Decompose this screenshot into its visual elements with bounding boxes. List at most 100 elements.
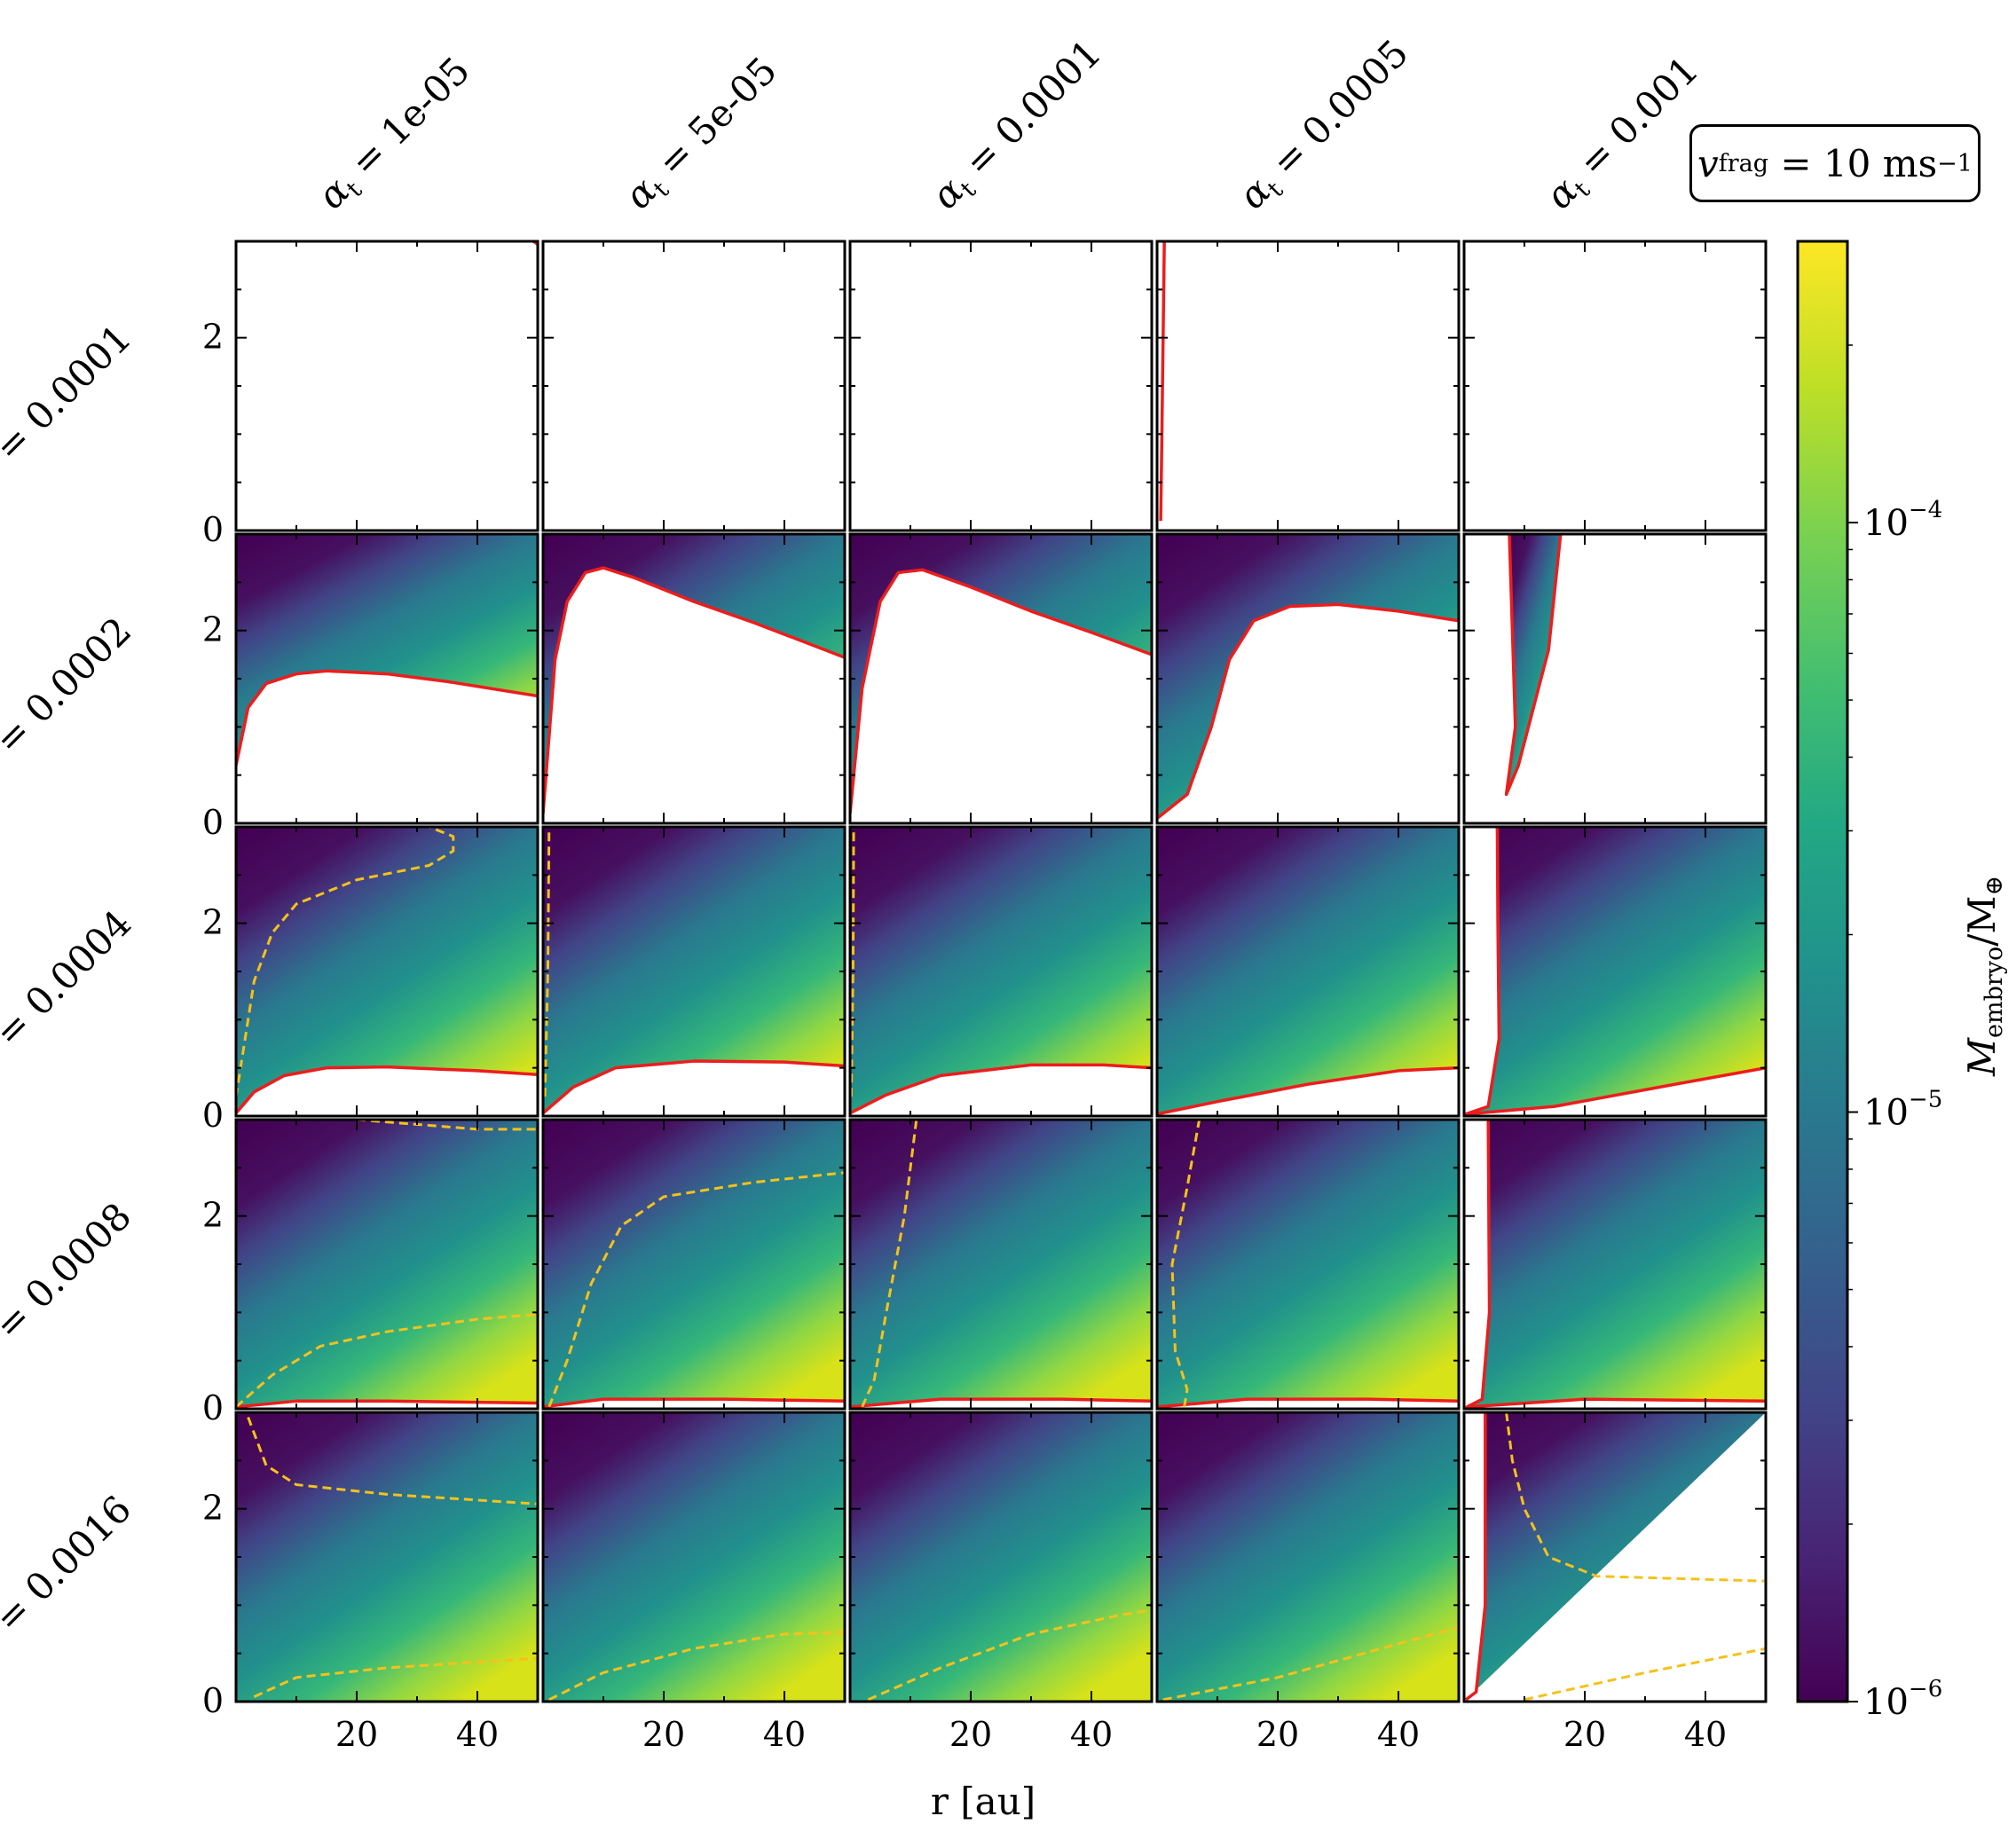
embryo-mass-field [236,1120,538,1407]
x-tick-label: 20 [1256,1715,1299,1754]
red-boundary-curve [1157,1065,1459,1116]
embryo-mass-field [850,827,1152,1113]
red-boundary-curve [850,568,1152,814]
colorbar-tick-label: 10−6 [1863,1676,1942,1723]
yellow-dashed-contour [236,827,455,1097]
panel-r3-c5 [1462,825,1768,1118]
colorbar-tick-label: 10−4 [1863,497,1942,544]
column-label-value: = 1e-05 [334,49,478,193]
vfrag-unit: ms [1882,141,1938,185]
row-label: = 0.0001 [0,316,139,469]
colorbar-label: Membryo/M⊕ [1960,876,2008,1077]
yellow-dashed-contour [547,1171,845,1408]
x-tick-label: 20 [1563,1715,1606,1754]
panel-r5-c2: 20 40 [541,1411,847,1754]
yellow-dashed-contour [247,1416,538,1506]
panel-r4-c1: 02 [202,1118,539,1427]
panel-r4-c3 [848,1118,1154,1411]
embryo-mass-field [850,534,1152,814]
y-tick-label: 0 [202,1681,224,1720]
column-label: αt = 0.0001 [923,31,1113,221]
red-boundary-curve [1504,534,1563,797]
yellow-dashed-contour [1170,1120,1201,1408]
panel-r1-c4 [1155,240,1461,532]
colorbar-scale [1796,240,1849,1703]
panel-r5-c4: 20 40 [1155,1411,1461,1754]
panel-r4-c5 [1462,1118,1768,1411]
x-tick-label: 40 [1684,1715,1727,1754]
vfrag-subscript: frag [1718,149,1769,177]
panel-r4-c2 [541,1118,847,1411]
column-label: αt = 0.001 [1537,48,1710,221]
row-label: = 0.0002 [0,609,139,762]
y-tick-label: 0 [202,510,224,549]
x-tick-label: 20 [949,1715,992,1754]
embryo-mass-field [543,1120,845,1407]
y-tick-label: 2 [202,1489,224,1528]
y-tick-label: 2 [202,318,224,357]
embryo-mass-field [1157,827,1459,1114]
red-boundary-curve [1464,827,1766,1116]
vfrag-symbol: v [1697,141,1719,185]
panel-background [543,241,845,531]
embryo-mass-field [850,1120,1152,1407]
column-label-value: = 0.0001 [948,31,1109,193]
embryo-mass-field [1506,534,1561,795]
embryo-mass-field [850,1412,1152,1702]
panel-background [1157,241,1459,531]
panel-r2-c1: 02 [202,532,539,842]
vfrag-label-box: v frag = 10 ms −1 [1689,124,1981,202]
y-tick-label: 2 [202,903,224,942]
column-label-value: = 5e-05 [641,49,785,193]
colorbar-tick-label: 10−5 [1863,1087,1942,1134]
column-label: αt = 1e-05 [309,49,481,221]
x-tick-label: 20 [642,1715,685,1754]
y-tick-label: 2 [202,610,224,649]
panel-r1-c5 [1462,240,1768,532]
yellow-dashed-contour-2 [1524,1647,1766,1702]
panel-r5-c1: 0 2 20 40 [202,1411,539,1754]
panel-r2-c4 [1155,532,1461,825]
panel-r1-c2 [541,240,847,532]
column-label-value: = 0.001 [1562,48,1706,193]
red-boundary-curve [236,1399,538,1409]
x-tick-label: 20 [335,1715,378,1754]
panel-r3-c1: 02 [202,825,539,1135]
panel-r2-c2 [541,532,847,825]
row-label: = 0.0004 [0,901,139,1055]
red-boundary-curve [543,566,845,814]
red-boundary-curve [850,1063,1152,1115]
red-boundary-curve [236,1065,538,1114]
red-boundary-curve [1159,241,1166,522]
vfrag-value: = 10 [1780,141,1871,185]
embryo-mass-field [236,827,538,1113]
embryo-mass-field [1157,1412,1459,1702]
embryo-mass-field [1466,827,1766,1114]
panel-r2-c5 [1462,532,1768,825]
panel-r2-c3 [848,532,1154,825]
column-label: αt = 5e-05 [616,49,788,221]
embryo-mass-field [543,827,845,1113]
y-tick-label: 0 [202,803,224,842]
panel-r1-c1: 02 [202,240,539,549]
red-boundary-curve [1465,1120,1766,1409]
red-boundary-curve [1157,1397,1459,1409]
yellow-dashed-contour [236,1313,538,1408]
red-boundary-curve [1464,1412,1487,1702]
yellow-dashed-contour [867,1608,1152,1702]
embryo-mass-field [543,1412,845,1702]
x-axis-label: r [au] [931,1780,1036,1823]
yellow-dashed-contour [543,827,551,1097]
panel-background [850,241,1152,531]
column-label: αt = 0.0005 [1230,31,1420,221]
vfrag-unit-exp: −1 [1937,149,1973,177]
embryo-mass-field [236,534,538,766]
x-tick-label: 40 [456,1715,499,1754]
red-boundary-curve [850,1397,1152,1409]
panel-r3-c3 [848,825,1154,1118]
embryo-mass-field [1157,1120,1459,1407]
embryo-mass-field [543,534,845,814]
yellow-dashed-contour [1505,1412,1766,1583]
